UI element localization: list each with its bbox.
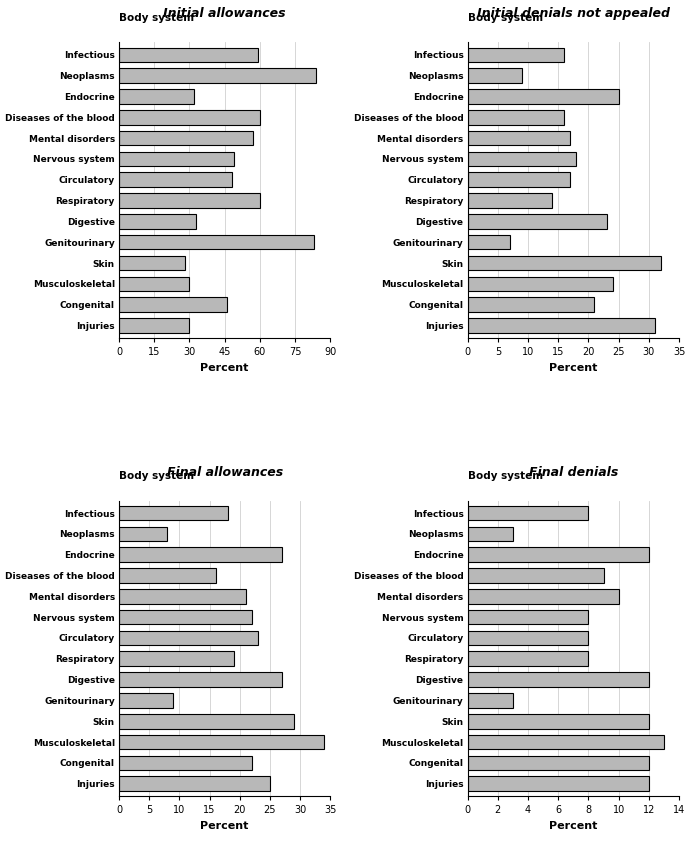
Bar [119, 214, 197, 229]
Text: Body system: Body system [119, 471, 194, 481]
Bar [119, 110, 260, 125]
Bar [119, 297, 227, 312]
Bar [468, 297, 594, 312]
Bar [468, 110, 564, 125]
Bar [468, 173, 570, 187]
X-axis label: Percent: Percent [550, 363, 598, 373]
Bar [119, 673, 282, 687]
Bar [119, 277, 190, 291]
X-axis label: Percent: Percent [200, 821, 248, 831]
Bar [119, 527, 167, 541]
Bar [468, 506, 589, 520]
Bar [468, 318, 654, 333]
Bar [119, 506, 228, 520]
Bar [119, 547, 282, 562]
Bar [468, 756, 649, 770]
Bar [119, 69, 316, 83]
Bar [119, 693, 174, 708]
Bar [468, 777, 649, 791]
Bar [119, 89, 194, 104]
Bar [119, 152, 234, 166]
Bar [468, 235, 510, 250]
Bar [119, 256, 185, 270]
Bar [468, 610, 589, 624]
Bar [119, 734, 324, 750]
Bar [468, 277, 612, 291]
Bar [119, 610, 252, 624]
Bar [119, 756, 252, 770]
Bar [119, 777, 270, 791]
Bar [119, 193, 260, 208]
Bar [468, 130, 570, 146]
X-axis label: Percent: Percent [550, 821, 598, 831]
Title: Initial denials not appealed: Initial denials not appealed [477, 8, 670, 20]
Bar [468, 631, 589, 645]
Bar [468, 527, 513, 541]
Bar [119, 568, 216, 583]
Title: Final denials: Final denials [528, 466, 618, 479]
Bar [119, 714, 294, 728]
Bar [468, 214, 606, 229]
Bar [468, 568, 603, 583]
Text: Body system: Body system [468, 14, 542, 23]
Bar [468, 693, 513, 708]
Bar [468, 193, 552, 208]
Bar [119, 47, 258, 62]
Bar [119, 589, 246, 604]
Bar [468, 89, 619, 104]
Bar [468, 589, 619, 604]
Bar [468, 734, 664, 750]
Bar [119, 130, 253, 146]
Bar [468, 69, 522, 83]
Bar [119, 651, 234, 666]
Bar [468, 651, 589, 666]
Bar [468, 47, 564, 62]
Title: Final allowances: Final allowances [167, 466, 283, 479]
Text: Body system: Body system [119, 14, 194, 23]
Bar [119, 318, 190, 333]
Bar [468, 714, 649, 728]
Bar [119, 173, 232, 187]
Bar [468, 673, 649, 687]
Bar [468, 152, 576, 166]
Bar [119, 235, 314, 250]
X-axis label: Percent: Percent [200, 363, 248, 373]
Text: Body system: Body system [468, 471, 542, 481]
Title: Initial allowances: Initial allowances [163, 8, 286, 20]
Bar [119, 631, 258, 645]
Bar [468, 256, 661, 270]
Bar [468, 547, 649, 562]
